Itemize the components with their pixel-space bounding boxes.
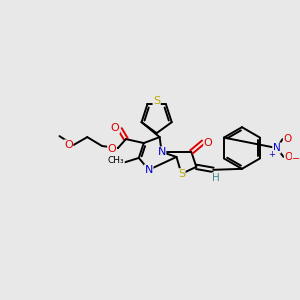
- Text: O: O: [204, 138, 213, 148]
- Text: N: N: [145, 165, 153, 175]
- Text: O: O: [284, 134, 292, 144]
- Text: −: −: [292, 154, 300, 164]
- Text: S: S: [153, 96, 160, 106]
- Text: H: H: [212, 173, 220, 183]
- Text: O: O: [284, 152, 293, 162]
- Text: S: S: [178, 169, 185, 179]
- Text: O: O: [108, 144, 116, 154]
- Text: N: N: [273, 143, 280, 153]
- Text: +: +: [268, 151, 275, 160]
- Text: O: O: [64, 140, 73, 150]
- Text: O: O: [111, 123, 119, 133]
- Text: N: N: [158, 147, 166, 157]
- Text: CH₃: CH₃: [108, 156, 124, 165]
